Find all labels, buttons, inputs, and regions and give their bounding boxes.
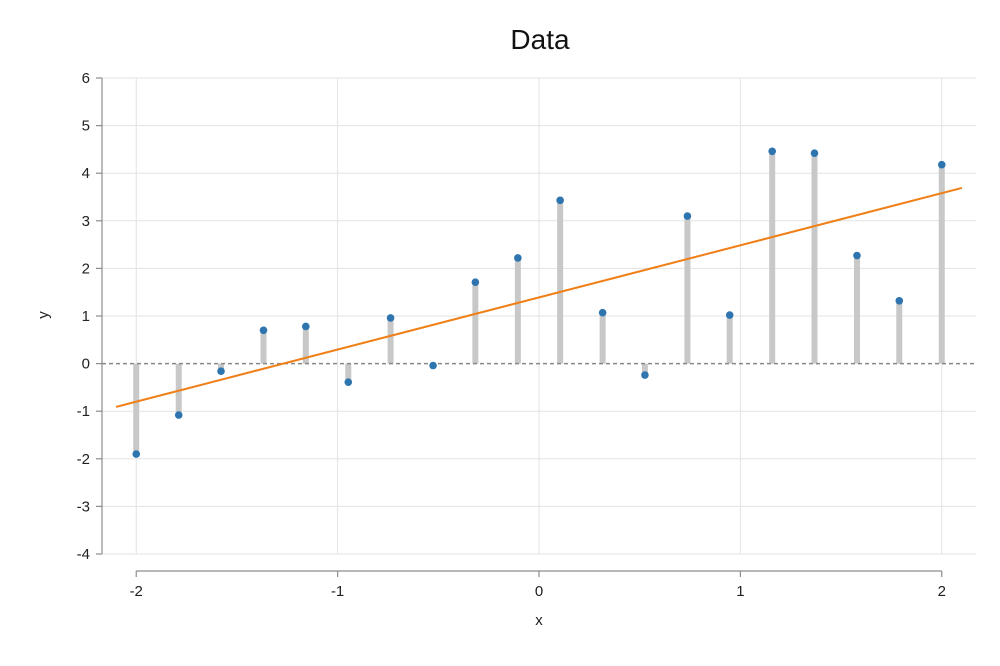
chart-title: Data — [510, 24, 570, 55]
x-axis-label: x — [535, 612, 543, 629]
fit-line-layer — [115, 186, 963, 408]
data-point — [132, 450, 141, 458]
data-point — [853, 251, 861, 260]
data-point — [768, 147, 777, 156]
y-tick-label: 3 — [82, 213, 90, 230]
data-point — [598, 308, 607, 317]
data-point — [514, 254, 522, 262]
data-point — [301, 322, 310, 331]
data-point — [937, 160, 946, 169]
data-point — [725, 311, 734, 319]
data-point — [471, 278, 480, 287]
x-tick-label: 2 — [938, 583, 946, 600]
y-tick-label: -1 — [77, 403, 90, 420]
fit-line — [115, 186, 963, 408]
data-point — [810, 149, 819, 158]
x-tick-label: 0 — [535, 583, 543, 600]
data-point — [641, 371, 649, 379]
x-tick-label: 1 — [736, 583, 744, 600]
y-tick-label: 5 — [82, 118, 90, 135]
data-point — [174, 411, 183, 419]
data-point — [429, 361, 437, 370]
y-axis-label: y — [35, 311, 52, 319]
data-point — [259, 326, 268, 335]
data-point — [344, 378, 353, 386]
x-tick-label: -2 — [130, 583, 143, 600]
scatter-points — [132, 147, 946, 458]
y-tick-label: -2 — [77, 451, 90, 468]
y-tick-label: 0 — [82, 356, 90, 373]
data-point — [386, 314, 395, 322]
y-tick-label: -4 — [77, 546, 90, 563]
y-tick-label: 2 — [82, 260, 90, 277]
data-point — [556, 196, 564, 205]
y-tick-label: -3 — [77, 498, 90, 515]
y-tick-label: 6 — [82, 70, 90, 87]
y-tick-label: 1 — [82, 308, 90, 325]
y-tick-label: 4 — [82, 165, 90, 182]
x-tick-label: -1 — [331, 583, 344, 600]
data-point — [895, 296, 904, 305]
data-point — [217, 367, 225, 376]
tick-labels: -4 -3 -2 -1 0 1 2 3 4 5 6 -2 -1 0 1 2 — [77, 70, 946, 600]
data-point — [683, 212, 692, 220]
grid-lines — [102, 77, 976, 555]
axes — [96, 77, 943, 577]
